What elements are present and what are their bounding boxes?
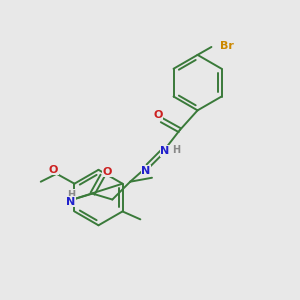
Text: N: N xyxy=(160,146,170,156)
Text: N: N xyxy=(141,166,151,176)
Text: Br: Br xyxy=(220,41,234,51)
Text: O: O xyxy=(103,167,112,177)
Text: N: N xyxy=(66,196,75,206)
Text: H: H xyxy=(172,145,180,155)
Text: O: O xyxy=(49,165,58,175)
Text: O: O xyxy=(153,110,163,120)
Text: H: H xyxy=(67,190,75,200)
